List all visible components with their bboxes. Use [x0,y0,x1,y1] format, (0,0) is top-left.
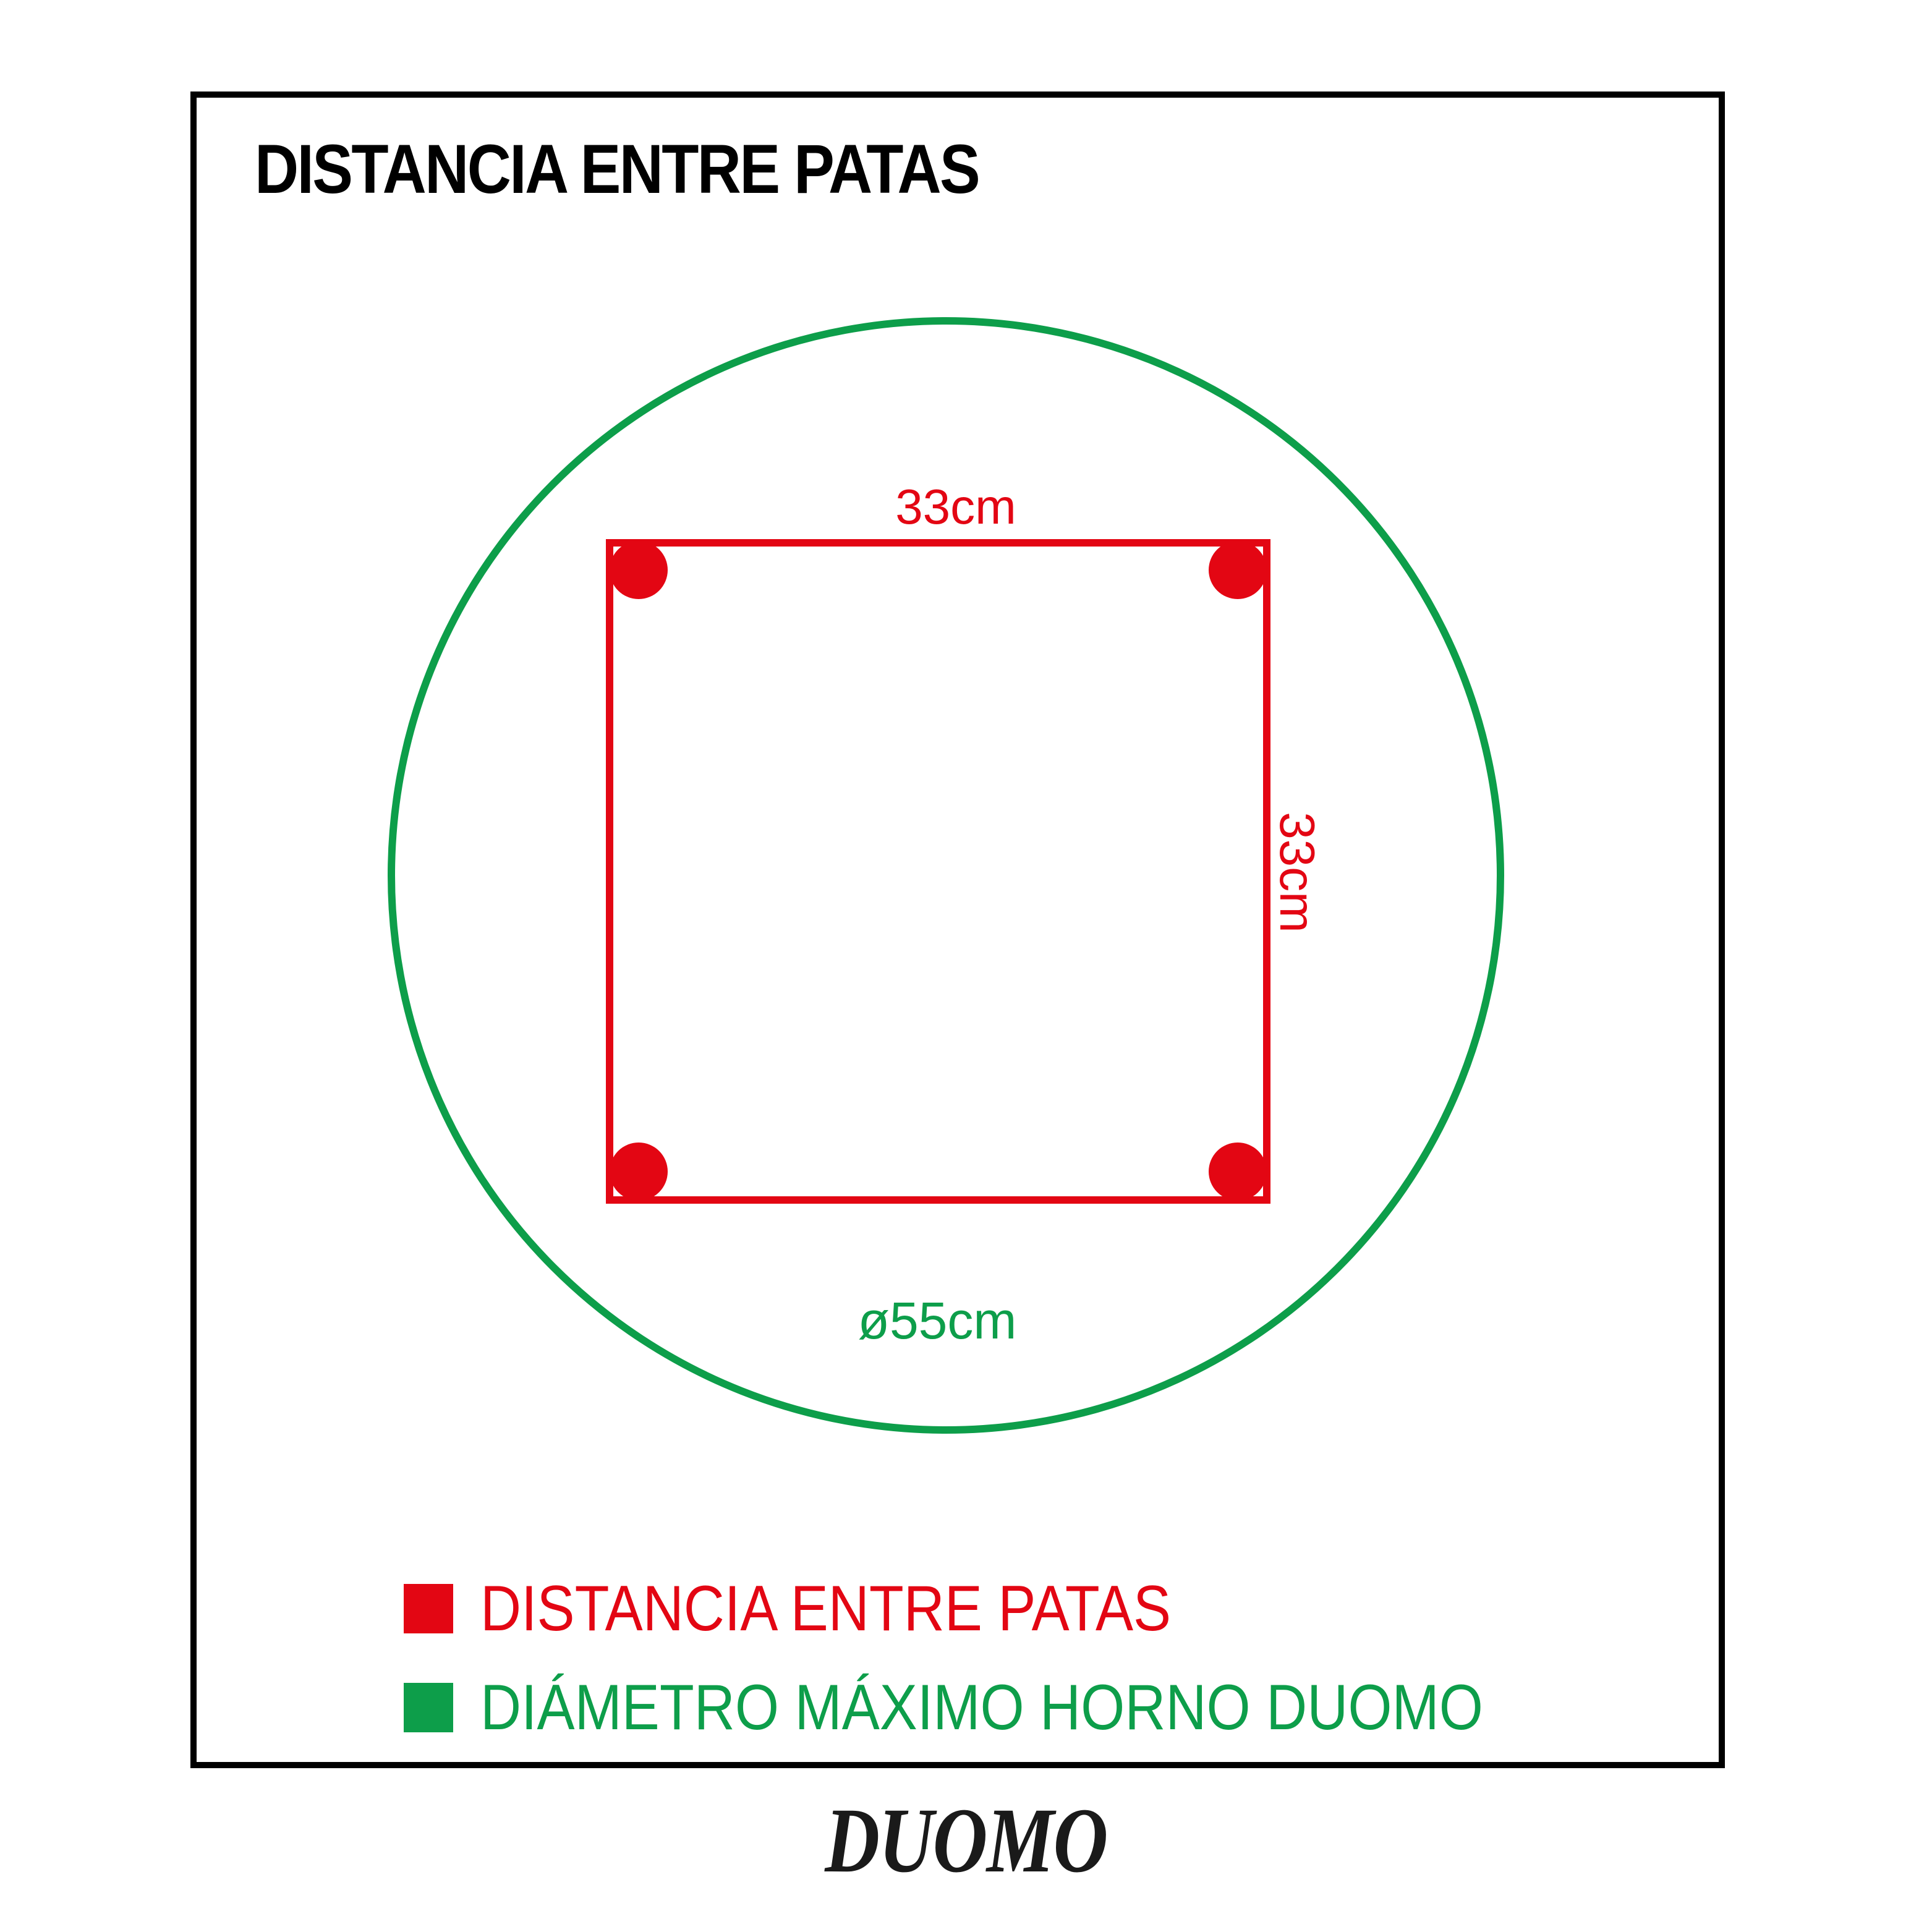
page-title: DISTANCIA ENTRE PATAS [255,130,981,208]
legs-distance-square [606,539,1270,1204]
legend-label-distance: DISTANCIA ENTRE PATAS [480,1573,1172,1645]
leg-dot-top-left [610,541,668,599]
legend-swatch-red [404,1584,453,1633]
brand-logo: DUOMO [825,1789,1108,1892]
dimension-label-right: 33cm [1270,812,1325,933]
leg-dot-bottom-left [610,1143,668,1201]
leg-dot-top-right [1209,541,1267,599]
diameter-label: ø55cm [857,1292,1017,1350]
legend-swatch-green [404,1683,453,1732]
dimension-label-top: 33cm [895,479,1016,534]
leg-dot-bottom-right [1209,1143,1267,1201]
legend-label-diameter: DIÁMETRO MÁXIMO HORNO DUOMO [480,1672,1483,1743]
